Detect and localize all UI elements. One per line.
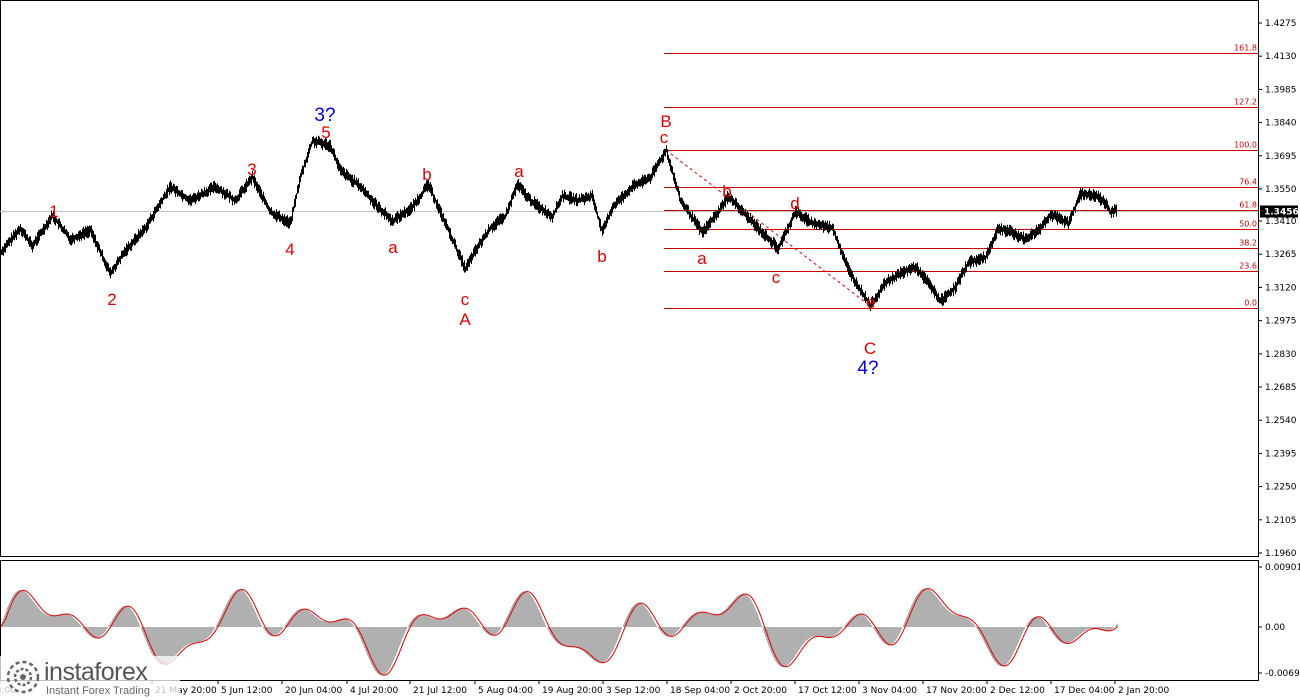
time-tick-label: 2 Oct 20:00 (734, 686, 787, 696)
wave-label: b (422, 165, 431, 184)
price-tick-label: 1.4275 (1265, 19, 1297, 29)
time-tick-label: 3 Nov 04:00 (862, 686, 917, 696)
oscillator-histogram (1, 588, 1118, 676)
time-tick-label: 21 Jul 12:00 (413, 686, 467, 696)
time-tick-label: 21 May 20:00 (155, 686, 217, 696)
price-tick-label: 1.3265 (1265, 250, 1297, 260)
time-tick-label: 20 Jun 04:00 (285, 686, 342, 696)
time-tick-label: 17 Oct 12:00 (798, 686, 857, 696)
fib-level-label: 0.0 (1244, 299, 1257, 308)
time-tick-label: 5 Jun 12:00 (221, 686, 273, 696)
price-tick-label: 1.3695 (1265, 152, 1297, 162)
current-price-badge: 1.3456 (1260, 205, 1299, 218)
fib-level-label: 161.8 (1234, 44, 1257, 53)
price-tick-label: 1.2395 (1265, 449, 1297, 459)
time-tick-label: 3 Sep 12:00 (606, 686, 661, 696)
wave-label: A (459, 310, 471, 329)
price-tick-label: 1.3550 (1265, 185, 1297, 195)
wave-label: e (866, 293, 875, 312)
fib-level-label: 23.6 (1239, 262, 1257, 271)
wave-label: 3 (247, 160, 256, 179)
price-tick-label: 1.4130 (1265, 52, 1297, 62)
fibonacci-levels: 161.8 127.2 100.0 76.4 61.8 50.0 38.2 23.6 0.0 (664, 44, 1258, 309)
price-tick-label: 1.3985 (1265, 85, 1297, 95)
osc-tick-label: 0.00 (1265, 623, 1285, 633)
wave-label: c (461, 290, 470, 309)
fib-level-label: 61.8 (1239, 201, 1257, 210)
price-tick-label: 1.2250 (1265, 483, 1297, 493)
price-tick-label: 1.3840 (1265, 119, 1297, 129)
current-price-label: 1.3456 (1264, 208, 1299, 218)
fib-level-label: 76.4 (1239, 178, 1257, 187)
wave-label: 5 (321, 123, 330, 142)
wave-label: c (660, 128, 669, 147)
wave-label: 4 (285, 240, 294, 259)
price-axis: 1.4275 1.4130 1.3985 1.3840 1.3695 1.3550 1.34… (1258, 19, 1297, 559)
time-tick-label: 2 Jan 20:00 (1118, 686, 1170, 696)
instaforex-logo-icon (6, 660, 40, 694)
wave-label: 3? (314, 105, 335, 126)
wave-label: B (660, 112, 671, 131)
time-tick-label: 4 Jul 20:00 (350, 686, 399, 696)
wave-label: 4? (857, 358, 878, 379)
wave-label: a (388, 238, 398, 257)
time-tick-label: 19 Aug 20:00 (542, 686, 603, 696)
wave-label: 2 (107, 290, 116, 309)
wave-label: d (790, 194, 799, 213)
price-tick-label: 1.2540 (1265, 416, 1297, 426)
price-tick-label: 1.3120 (1265, 283, 1297, 293)
wave-label: C (864, 339, 876, 358)
time-tick-label: 5 Aug 04:00 (478, 686, 533, 696)
fib-level-label: 127.2 (1234, 98, 1257, 107)
wave-label: b (597, 247, 606, 266)
wave-label: b (722, 182, 731, 201)
time-tick-label: 17 Dec 04:00 (1054, 686, 1115, 696)
time-tick-label: 18 Sep 04:00 (670, 686, 730, 696)
price-tick-label: 1.3410 (1265, 217, 1297, 227)
indicator-panel-frame (0, 560, 1259, 681)
price-series (0, 135, 1117, 312)
time-tick-label: 2 Dec 12:00 (990, 686, 1045, 696)
wave-label: 1 (49, 202, 58, 221)
price-tick-label: 1.1960 (1265, 549, 1297, 559)
osc-tick-label: 0.00901 (1265, 563, 1300, 573)
brand-logo: instaforex Instant Forex Trading (0, 656, 180, 700)
price-tick-label: 1.2830 (1265, 350, 1297, 360)
oscillator-signal-line (0, 588, 1118, 676)
time-tick-label: 17 Nov 20:00 (926, 686, 987, 696)
fib-level-label: 38.2 (1239, 239, 1257, 248)
wave-label: a (697, 249, 707, 268)
trend-line-b-to-e (665, 149, 871, 307)
logo-tagline: Instant Forex Trading (46, 685, 150, 697)
price-tick-label: 1.2975 (1265, 317, 1297, 327)
logo-name: instaforex (44, 658, 148, 686)
fib-level-label: 50.0 (1239, 220, 1257, 229)
wave-label: c (772, 268, 781, 287)
main-panel-frame (0, 0, 1259, 557)
fib-level-label: 100.0 (1234, 141, 1257, 150)
wave-label: a (514, 162, 524, 181)
price-tick-label: 1.2685 (1265, 383, 1297, 393)
price-tick-label: 1.2105 (1265, 516, 1297, 526)
